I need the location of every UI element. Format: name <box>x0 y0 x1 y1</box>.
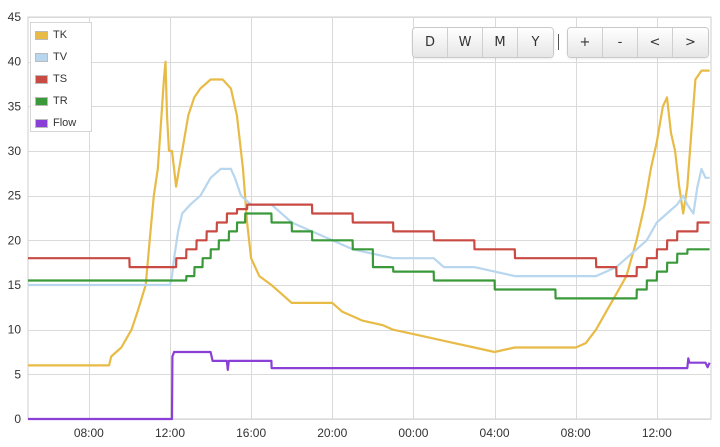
x-tick-label: 08:00 <box>74 426 104 440</box>
legend-swatch-tk <box>35 30 48 40</box>
legend: TK TV TS TR Flow <box>30 22 92 132</box>
y-tick-label: 45 <box>8 10 22 24</box>
y-tick-label: 10 <box>8 323 22 337</box>
series-line-tk <box>28 60 710 367</box>
x-tick-label: 08:00 <box>561 426 591 440</box>
legend-label-tv: TV <box>53 51 68 63</box>
range-month-button[interactable]: M <box>483 28 518 57</box>
axis-ticks: 0 5 10 15 20 25 30 35 40 45 08:00 12:00 16:00 20:00 00… <box>8 10 673 440</box>
legend-label-tk: TK <box>53 29 68 41</box>
range-year-button[interactable]: Y <box>518 28 553 57</box>
legend-swatch-tv <box>35 52 48 62</box>
series-line-tv <box>28 167 710 287</box>
x-tick-label: 04:00 <box>480 426 510 440</box>
y-tick-label: 40 <box>8 55 22 69</box>
plot-border <box>27 16 712 420</box>
range-button-group: D W M Y <box>412 27 554 58</box>
legend-label-ts: TS <box>53 73 68 85</box>
x-tick-label: 00:00 <box>398 426 428 440</box>
y-tick-label: 15 <box>8 278 22 292</box>
y-tick-label: 35 <box>8 99 22 113</box>
series-line-flow <box>28 350 711 421</box>
series-lines <box>28 60 711 421</box>
legend-item-tk[interactable]: TK <box>35 27 67 43</box>
navigation-button-group: + - < > <box>567 27 709 58</box>
range-week-button[interactable]: W <box>448 28 483 57</box>
legend-item-flow[interactable]: Flow <box>35 115 76 131</box>
y-tick-label: 20 <box>8 233 22 247</box>
y-tick-label: 5 <box>14 367 21 381</box>
y-tick-label: 30 <box>8 144 22 158</box>
x-tick-label: 12:00 <box>642 426 672 440</box>
legend-label-flow: Flow <box>53 117 77 129</box>
legend-swatch-flow <box>35 118 48 128</box>
legend-item-ts[interactable]: TS <box>35 71 67 87</box>
zoom-in-button[interactable]: + <box>568 28 603 57</box>
legend-swatch-tr <box>35 96 48 106</box>
legend-item-tv[interactable]: TV <box>35 49 67 65</box>
series-line-ts <box>28 203 710 278</box>
x-tick-label: 12:00 <box>155 426 185 440</box>
zoom-out-button[interactable]: - <box>603 28 638 57</box>
next-button[interactable]: > <box>673 28 708 57</box>
legend-swatch-ts <box>35 74 48 84</box>
y-tick-label: 25 <box>8 189 22 203</box>
grid <box>27 16 712 420</box>
previous-button[interactable]: < <box>638 28 673 57</box>
x-tick-label: 20:00 <box>317 426 347 440</box>
series-line-tr <box>28 212 710 300</box>
toolbar-separator <box>558 34 559 50</box>
x-tick-label: 16:00 <box>236 426 266 440</box>
legend-item-tr[interactable]: TR <box>35 93 68 109</box>
y-tick-label: 0 <box>14 412 21 426</box>
range-day-button[interactable]: D <box>413 28 448 57</box>
legend-label-tr: TR <box>53 95 68 107</box>
